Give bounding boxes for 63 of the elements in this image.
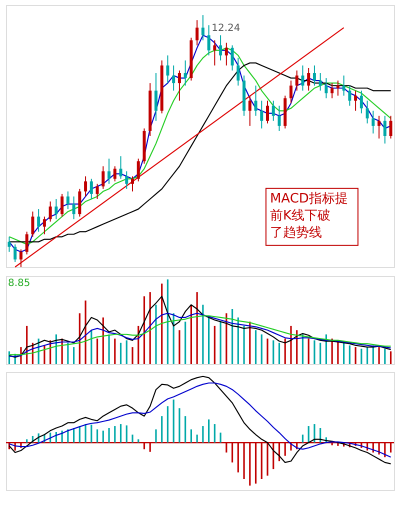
candlestick — [166, 54, 170, 84]
candlestick — [102, 166, 105, 190]
candlestick — [248, 95, 252, 126]
candlestick — [108, 158, 111, 184]
candlestick — [354, 90, 358, 112]
candlestick — [178, 70, 181, 102]
candlestick — [330, 82, 334, 99]
candlestick — [130, 176, 134, 192]
candlestick — [289, 80, 292, 104]
candlestick — [154, 72, 158, 122]
candlestick — [318, 72, 322, 92]
candlestick — [172, 64, 176, 92]
candlestick — [307, 67, 310, 92]
candlestick — [278, 105, 281, 132]
candlestick — [14, 244, 17, 262]
candlestick — [312, 64, 316, 86]
candlestick — [213, 40, 216, 66]
candlestick — [8, 236, 11, 252]
candlestick — [184, 60, 187, 86]
candlestick — [31, 211, 34, 238]
candlestick — [84, 176, 88, 197]
candlestick — [336, 80, 340, 96]
candlestick — [219, 34, 222, 61]
candlestick — [25, 231, 28, 255]
candlestick — [48, 201, 52, 222]
candlestick — [119, 156, 122, 180]
candlestick — [301, 64, 304, 92]
candlestick — [272, 100, 275, 122]
candlestick — [96, 183, 99, 200]
candlestick — [60, 193, 64, 218]
candlestick — [230, 44, 234, 71]
candlestick — [113, 166, 116, 182]
candlestick — [372, 110, 375, 134]
candlestick — [125, 170, 128, 190]
candlestick — [378, 115, 381, 140]
candlestick — [90, 178, 93, 200]
candlestick — [54, 198, 58, 220]
candlestick — [266, 100, 270, 124]
candlestick — [360, 90, 363, 114]
candlestick — [366, 100, 369, 124]
candlestick — [348, 85, 352, 106]
candlestick — [136, 158, 140, 182]
candlestick — [224, 42, 228, 66]
candlestick — [196, 20, 199, 46]
candlestick — [66, 190, 70, 210]
candlestick — [254, 85, 258, 116]
candlestick — [383, 115, 386, 144]
annotation: 12.24 — [212, 23, 240, 34]
annotation: MACD指标提前K线下破了趋势线 — [270, 191, 348, 240]
candlestick — [19, 248, 22, 268]
candlestick — [37, 208, 40, 232]
annotation: 8.85 — [8, 278, 30, 289]
candlestick — [207, 24, 210, 56]
candlestick — [78, 188, 82, 218]
candlestick — [389, 115, 392, 140]
candlestick — [236, 57, 240, 86]
candlestick — [72, 196, 76, 220]
candlestick — [342, 75, 346, 96]
candlestick — [201, 14, 204, 41]
candlestick — [260, 100, 264, 129]
candlestick — [42, 216, 46, 235]
candlestick — [295, 70, 298, 92]
candlestick — [324, 78, 328, 99]
